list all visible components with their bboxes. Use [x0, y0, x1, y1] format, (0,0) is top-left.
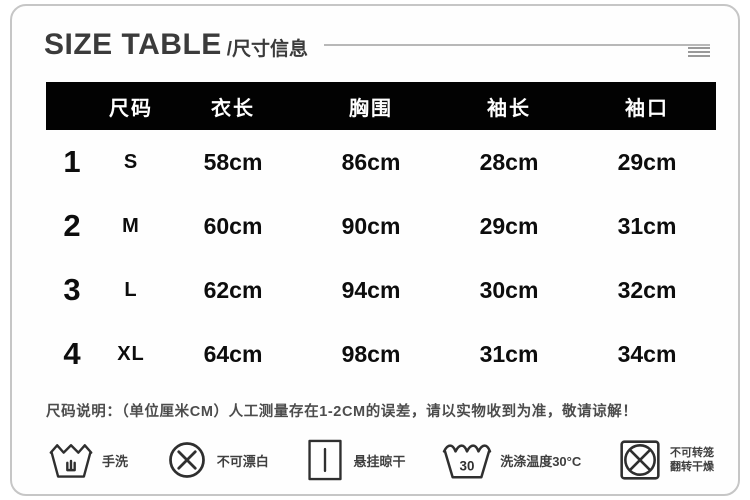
cuff-cell: 31cm — [617, 212, 677, 239]
care-label: 不可转笼 翻转干燥 — [670, 446, 714, 475]
column-header-cuff: 袖口 — [625, 97, 669, 120]
care-instructions: 手洗 不可漂白 悬挂晾干 30 洗涤温度30°C — [48, 437, 714, 483]
size-table-card: SIZE TABLE /尺寸信息 尺码 衣长 胸围 袖长 袖口 1 S 58cm… — [10, 4, 740, 496]
table-row: 3 L 62cm 94cm 30cm 32cm — [46, 258, 716, 322]
size-cell: XL — [117, 342, 145, 365]
cuff-cell: 32cm — [617, 276, 677, 303]
cuff-cell: 34cm — [617, 340, 677, 367]
column-header-length: 衣长 — [211, 97, 255, 120]
row-index: 4 — [63, 336, 81, 371]
size-cell: M — [122, 214, 140, 237]
hand-wash-icon — [49, 444, 93, 478]
table-header-row: 尺码 衣长 胸围 袖长 袖口 — [46, 82, 716, 130]
care-label: 洗涤温度30°C — [500, 453, 582, 469]
wash-temp-value: 30 — [460, 459, 475, 474]
no-bleach-icon — [168, 442, 205, 478]
care-item-hand-wash: 手洗 — [48, 438, 128, 482]
care-item-drip-dry: 悬挂晾干 — [305, 437, 405, 483]
column-header-sleeve: 袖长 — [487, 97, 531, 120]
chest-cell: 94cm — [341, 276, 401, 303]
size-note: 尺码说明：（单位厘米CM）人工测量存在1-2CM的误差，请以实物收到为准，敬请谅… — [46, 404, 638, 420]
menu-icon — [688, 47, 710, 57]
chest-cell: 98cm — [341, 340, 401, 367]
sleeve-cell: 28cm — [479, 148, 539, 175]
row-index: 1 — [63, 144, 81, 179]
size-table: 尺码 衣长 胸围 袖长 袖口 1 S 58cm 86cm 28cm 29cm 2… — [46, 82, 716, 386]
cuff-cell: 29cm — [617, 148, 677, 175]
care-label-line1: 不可转笼 — [669, 446, 714, 459]
care-item-no-tumble-dry: 不可转笼 翻转干燥 — [618, 438, 714, 482]
sleeve-cell: 29cm — [479, 212, 539, 239]
column-header-size: 尺码 — [109, 97, 153, 120]
length-cell: 58cm — [203, 148, 263, 175]
title-rule — [324, 44, 710, 46]
care-label-line2: 翻转干燥 — [669, 461, 714, 473]
table-row: 2 M 60cm 90cm 29cm 31cm — [46, 194, 716, 258]
size-cell: L — [124, 278, 138, 301]
chest-cell: 86cm — [341, 148, 401, 175]
care-item-no-bleach: 不可漂白 — [165, 438, 269, 482]
drip-dry-icon — [308, 439, 343, 481]
care-label: 不可漂白 — [216, 453, 269, 469]
wash-temp-icon: 30 — [443, 444, 492, 479]
size-cell: S — [123, 150, 139, 173]
sleeve-cell: 31cm — [479, 340, 539, 367]
length-cell: 60cm — [203, 212, 263, 239]
care-label: 手洗 — [102, 453, 129, 469]
length-cell: 64cm — [203, 340, 263, 367]
row-index: 2 — [63, 208, 81, 243]
length-cell: 62cm — [203, 276, 263, 303]
column-header-chest: 胸围 — [349, 97, 393, 120]
sleeve-cell: 30cm — [479, 276, 539, 303]
table-row: 1 S 58cm 86cm 28cm 29cm — [46, 130, 716, 194]
table-row: 4 XL 64cm 98cm 31cm 34cm — [46, 322, 716, 386]
care-label: 悬挂晾干 — [353, 453, 406, 469]
no-tumble-dry-icon — [620, 440, 660, 480]
title-bar: SIZE TABLE /尺寸信息 — [44, 26, 710, 64]
page-title: SIZE TABLE — [44, 28, 222, 61]
chest-cell: 90cm — [341, 212, 401, 239]
row-index: 3 — [63, 272, 81, 307]
care-item-wash-temp: 30 洗涤温度30°C — [442, 438, 581, 482]
page-subtitle: /尺寸信息 — [226, 39, 309, 60]
